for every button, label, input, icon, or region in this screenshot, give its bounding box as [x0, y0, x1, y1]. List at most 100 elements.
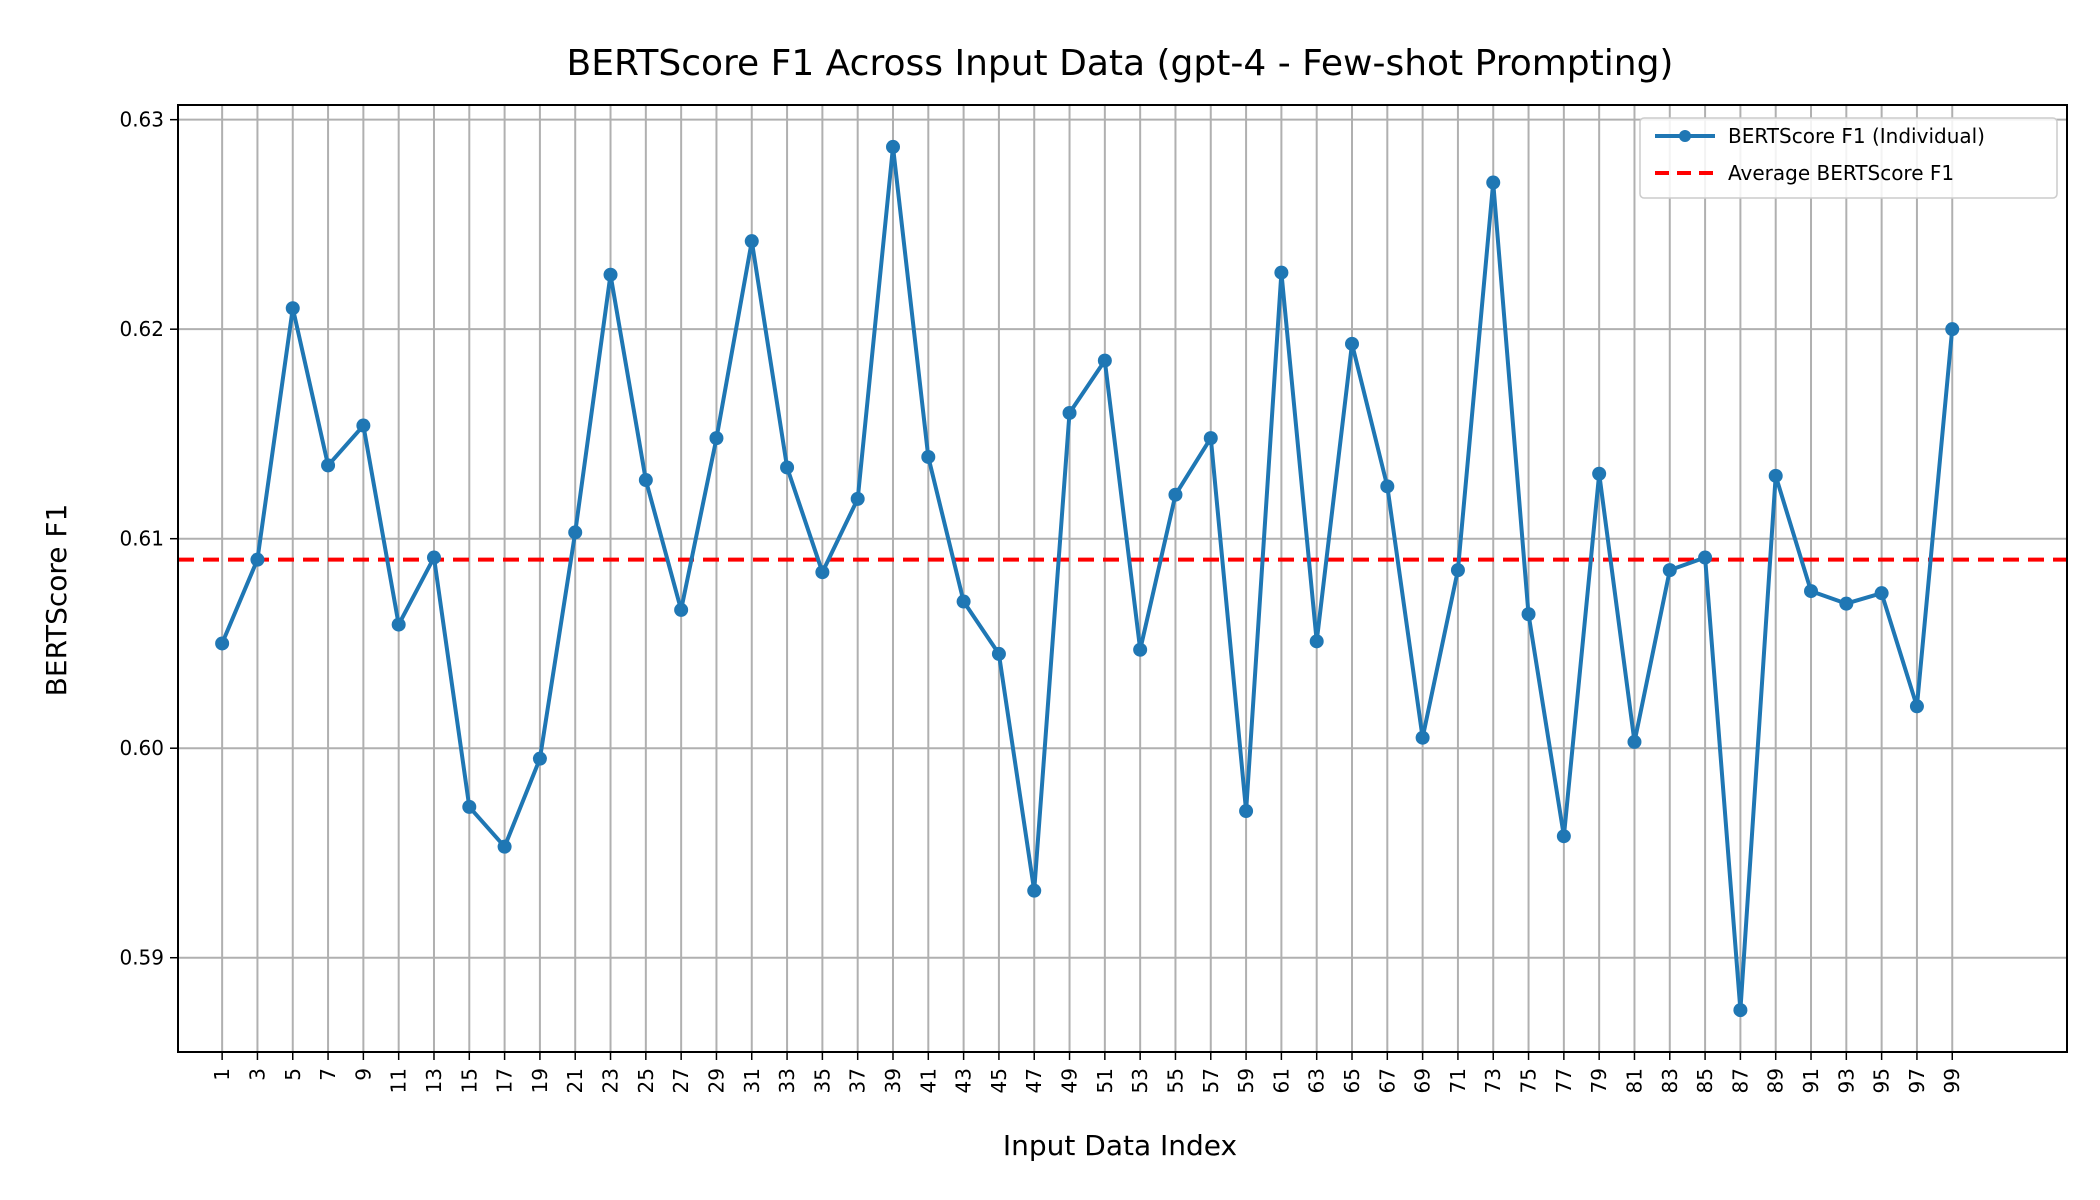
- x-tick-label: 45: [987, 1068, 1011, 1093]
- x-tick-label: 63: [1305, 1068, 1329, 1093]
- data-point: [1168, 487, 1183, 502]
- x-tick-label: 53: [1128, 1068, 1152, 1093]
- x-tick-label: 25: [634, 1068, 658, 1093]
- x-tick-label: 51: [1093, 1068, 1117, 1093]
- x-tick-label: 93: [1834, 1068, 1858, 1093]
- chart-title: BERTScore F1 Across Input Data (gpt-4 - …: [567, 43, 1674, 84]
- data-points: [215, 139, 1960, 1018]
- data-point: [638, 473, 653, 488]
- data-point: [1274, 265, 1289, 280]
- x-tick-label: 15: [457, 1068, 481, 1093]
- data-point: [215, 636, 230, 651]
- x-tick-label: 99: [1940, 1068, 1964, 1093]
- x-tick-label: 85: [1693, 1068, 1717, 1093]
- data-point: [850, 491, 865, 506]
- x-tick-label: 5: [281, 1068, 305, 1081]
- x-tick-label: 81: [1622, 1068, 1646, 1093]
- x-tick-label: 33: [775, 1068, 799, 1093]
- y-axis-ticks: 0.59 0.60 0.61 0.62 0.63: [119, 108, 178, 970]
- x-tick-label: 1: [210, 1068, 234, 1081]
- x-tick-label: 57: [1199, 1068, 1223, 1093]
- data-point: [1097, 353, 1112, 368]
- x-tick-label: 67: [1375, 1068, 1399, 1093]
- data-point: [426, 550, 441, 565]
- x-tick-label: 95: [1870, 1068, 1894, 1093]
- legend: BERTScore F1 (Individual) Average BERTSc…: [1639, 117, 2058, 199]
- data-point: [1415, 730, 1430, 745]
- x-tick-label: 77: [1552, 1068, 1576, 1093]
- data-point: [1662, 563, 1677, 578]
- x-tick-label: 41: [916, 1068, 940, 1093]
- data-point: [1627, 734, 1642, 749]
- y-axis-label: BERTScore F1: [40, 504, 73, 697]
- data-point: [1486, 175, 1501, 190]
- x-tick-label: 91: [1799, 1068, 1823, 1093]
- data-point: [1909, 699, 1924, 714]
- x-tick-label: 7: [316, 1068, 340, 1081]
- data-point: [1768, 468, 1783, 483]
- data-point: [1345, 336, 1360, 351]
- data-point: [1945, 322, 1960, 337]
- data-point: [1239, 804, 1254, 819]
- x-tick-label: 39: [881, 1068, 905, 1093]
- x-tick-label: 69: [1411, 1068, 1435, 1093]
- x-tick-label: 83: [1658, 1068, 1682, 1093]
- data-point: [674, 602, 689, 617]
- y-tick-label: 0.61: [119, 527, 164, 551]
- bertscore-individual-line: [220, 144, 1955, 1013]
- x-axis-ticks: 1 3 5 7 9 11 13 15 17 19 21 23 25 27 29 31 33 35 37 39 41 43 4…: [210, 1052, 1964, 1093]
- data-point: [285, 301, 300, 316]
- plot-area-frame: [177, 104, 2068, 1053]
- x-tick-label: 65: [1340, 1068, 1364, 1093]
- data-point: [1874, 586, 1889, 601]
- legend-label-average: Average BERTScore F1: [1728, 161, 1954, 185]
- x-tick-label: 75: [1517, 1068, 1541, 1093]
- data-point: [780, 460, 795, 475]
- data-point: [1804, 584, 1819, 599]
- x-tick-label: 27: [669, 1068, 693, 1093]
- x-tick-label: 31: [740, 1068, 764, 1093]
- x-tick-label: 3: [245, 1068, 269, 1081]
- data-point: [885, 139, 900, 154]
- legend-label-individual: BERTScore F1 (Individual): [1728, 124, 1985, 148]
- x-tick-label: 17: [493, 1068, 517, 1093]
- data-point: [1133, 642, 1148, 657]
- x-tick-label: 73: [1481, 1068, 1505, 1093]
- x-tick-label: 9: [351, 1068, 375, 1081]
- x-tick-label: 19: [528, 1068, 552, 1093]
- x-tick-label: 29: [704, 1068, 728, 1093]
- x-tick-label: 49: [1058, 1068, 1082, 1093]
- data-point: [921, 449, 936, 464]
- data-point: [956, 594, 971, 609]
- legend-marker-individual: [1679, 130, 1691, 142]
- series-line: [220, 144, 1955, 1013]
- x-tick-label: 23: [599, 1068, 623, 1093]
- data-point: [391, 617, 406, 632]
- legend-frame: [1639, 117, 2058, 199]
- x-tick-label: 79: [1587, 1068, 1611, 1093]
- data-point: [1521, 607, 1536, 622]
- data-point: [709, 431, 724, 446]
- y-tick-label: 0.62: [119, 317, 164, 341]
- x-tick-label: 11: [387, 1068, 411, 1093]
- x-tick-label: 47: [1022, 1068, 1046, 1093]
- data-point: [497, 839, 512, 854]
- data-point: [1592, 466, 1607, 481]
- x-axis-label: Input Data Index: [1003, 1129, 1237, 1162]
- y-tick-label: 0.59: [119, 946, 164, 970]
- x-tick-label: 59: [1234, 1068, 1258, 1093]
- x-tick-label: 13: [422, 1068, 446, 1093]
- data-point: [603, 267, 618, 282]
- data-point: [1027, 883, 1042, 898]
- grid-lines: [178, 105, 2067, 1052]
- x-tick-label: 21: [563, 1068, 587, 1093]
- data-point: [744, 234, 759, 249]
- data-point: [815, 565, 830, 580]
- x-tick-label: 37: [846, 1068, 870, 1093]
- data-point: [1733, 1003, 1748, 1018]
- x-tick-label: 89: [1764, 1068, 1788, 1093]
- data-point: [1839, 596, 1854, 611]
- x-tick-label: 87: [1728, 1068, 1752, 1093]
- x-tick-label: 35: [810, 1068, 834, 1093]
